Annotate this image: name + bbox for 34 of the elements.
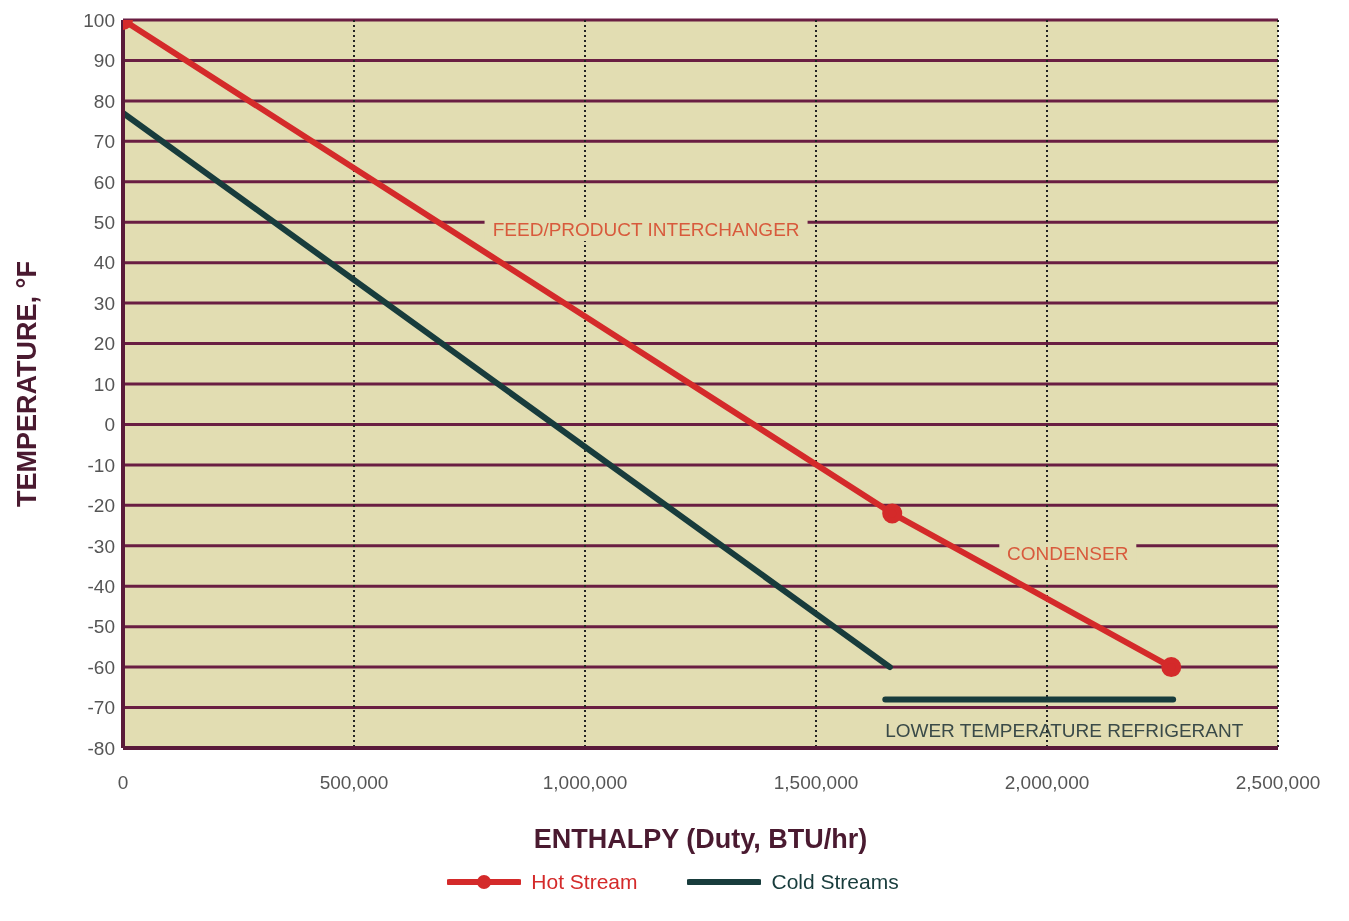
annotation: FEED/PRODUCT INTERCHANGER [484, 219, 808, 242]
y-tick-label: -40 [87, 575, 115, 597]
y-tick-label: -20 [87, 495, 115, 517]
annotation: CONDENSER [999, 542, 1137, 565]
y-tick-label: 100 [83, 9, 115, 31]
y-tick-label: -60 [87, 656, 115, 678]
y-tick-label: -10 [87, 454, 115, 476]
y-tick-label: 0 [104, 414, 115, 436]
y-tick-label: 20 [93, 333, 115, 355]
y-tick-label: 90 [93, 50, 115, 72]
y-tick-label: 40 [93, 252, 115, 274]
y-tick-label: 30 [93, 292, 115, 314]
legend-label: Hot Stream [531, 870, 638, 894]
y-tick-label: -30 [87, 535, 115, 557]
x-tick-label: 1,000,000 [542, 772, 628, 794]
legend-label: Cold Streams [771, 870, 899, 894]
y-axis-title: TEMPERATURE, °F [11, 261, 42, 507]
y-tick-label: -80 [87, 737, 115, 759]
x-tick-label: 2,500,000 [1235, 772, 1321, 794]
y-tick-label: -70 [87, 697, 115, 719]
x-axis-title: ENTHALPY (Duty, BTU/hr) [533, 824, 868, 854]
x-tick-label: 1,500,000 [773, 772, 859, 794]
y-tick-label: -50 [87, 616, 115, 638]
annotation: LOWER TEMPERATURE REFRIGERANT [884, 719, 1245, 742]
y-tick-label: 70 [93, 131, 115, 153]
x-tick-label: 0 [117, 772, 129, 794]
y-tick-label: 10 [93, 373, 115, 395]
y-tick-label: 60 [93, 171, 115, 193]
y-tick-label: 50 [93, 211, 115, 233]
x-tick-label: 500,000 [319, 772, 389, 794]
y-tick-label: 80 [93, 90, 115, 112]
x-tick-label: 2,000,000 [1004, 772, 1090, 794]
point [1161, 657, 1182, 678]
point [882, 503, 903, 524]
